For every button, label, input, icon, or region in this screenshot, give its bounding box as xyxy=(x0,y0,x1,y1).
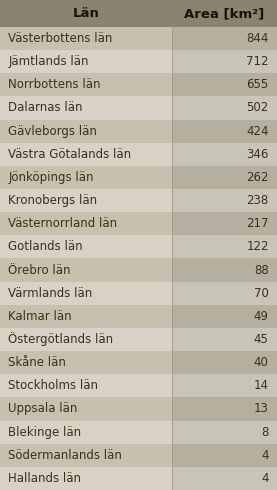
Text: 70: 70 xyxy=(254,287,269,300)
Text: Jönköpings län: Jönköpings län xyxy=(8,171,94,184)
Bar xyxy=(172,305,277,328)
Text: Örebro län: Örebro län xyxy=(8,264,71,276)
Bar xyxy=(0,166,172,189)
Bar xyxy=(172,374,277,397)
Bar xyxy=(172,143,277,166)
Bar xyxy=(172,420,277,444)
Text: Hallands län: Hallands län xyxy=(8,472,81,485)
Text: 40: 40 xyxy=(254,356,269,369)
Bar xyxy=(0,328,172,351)
Bar xyxy=(172,397,277,420)
Bar xyxy=(0,50,172,74)
Text: Area [km²]: Area [km²] xyxy=(184,7,265,20)
Bar xyxy=(172,212,277,235)
Bar xyxy=(172,467,277,490)
Text: Stockholms län: Stockholms län xyxy=(8,379,98,392)
Text: Västerbottens län: Västerbottens län xyxy=(8,32,113,45)
Bar xyxy=(0,282,172,305)
Bar xyxy=(0,420,172,444)
Bar xyxy=(0,397,172,420)
Text: Skåne län: Skåne län xyxy=(8,356,66,369)
Text: 844: 844 xyxy=(246,32,269,45)
Bar xyxy=(172,351,277,374)
Bar xyxy=(0,27,172,50)
Bar xyxy=(0,467,172,490)
Text: Jämtlands län: Jämtlands län xyxy=(8,55,89,68)
Bar xyxy=(0,305,172,328)
Bar xyxy=(0,189,172,212)
Text: 655: 655 xyxy=(247,78,269,91)
Bar xyxy=(172,235,277,259)
Text: Gotlands län: Gotlands län xyxy=(8,241,83,253)
Text: 217: 217 xyxy=(246,217,269,230)
Text: Västernorrland län: Västernorrland län xyxy=(8,217,117,230)
Text: 45: 45 xyxy=(254,333,269,346)
Bar xyxy=(172,120,277,143)
Bar xyxy=(0,259,172,282)
Text: 14: 14 xyxy=(254,379,269,392)
Text: 424: 424 xyxy=(246,124,269,138)
Bar xyxy=(0,0,277,27)
Bar xyxy=(172,50,277,74)
Text: Värmlands län: Värmlands län xyxy=(8,287,93,300)
Bar xyxy=(0,143,172,166)
Text: 262: 262 xyxy=(246,171,269,184)
Text: Uppsala län: Uppsala län xyxy=(8,402,78,416)
Bar xyxy=(172,189,277,212)
Text: 8: 8 xyxy=(261,426,269,439)
Bar xyxy=(172,97,277,120)
Bar xyxy=(172,328,277,351)
Text: 346: 346 xyxy=(246,148,269,161)
Text: 13: 13 xyxy=(254,402,269,416)
Text: Län: Län xyxy=(72,7,99,20)
Text: Södermanlands län: Södermanlands län xyxy=(8,449,122,462)
Text: 238: 238 xyxy=(247,194,269,207)
Bar xyxy=(0,351,172,374)
Bar xyxy=(0,74,172,97)
Bar xyxy=(172,74,277,97)
Text: 502: 502 xyxy=(247,101,269,115)
Text: Gävleborgs län: Gävleborgs län xyxy=(8,124,97,138)
Bar xyxy=(172,259,277,282)
Text: Blekinge län: Blekinge län xyxy=(8,426,81,439)
Text: Kalmar län: Kalmar län xyxy=(8,310,72,323)
Bar xyxy=(0,235,172,259)
Bar xyxy=(172,27,277,50)
Bar xyxy=(172,444,277,467)
Text: 4: 4 xyxy=(261,472,269,485)
Bar xyxy=(172,282,277,305)
Text: Norrbottens län: Norrbottens län xyxy=(8,78,101,91)
Text: 4: 4 xyxy=(261,449,269,462)
Bar xyxy=(172,166,277,189)
Text: 122: 122 xyxy=(246,241,269,253)
Text: Västra Götalands län: Västra Götalands län xyxy=(8,148,131,161)
Text: Östergötlands län: Östergötlands län xyxy=(8,333,114,346)
Text: Kronobergs län: Kronobergs län xyxy=(8,194,98,207)
Bar xyxy=(0,97,172,120)
Text: 49: 49 xyxy=(254,310,269,323)
Bar xyxy=(0,444,172,467)
Bar xyxy=(0,212,172,235)
Text: Dalarnas län: Dalarnas län xyxy=(8,101,83,115)
Bar xyxy=(0,374,172,397)
Text: 88: 88 xyxy=(254,264,269,276)
Text: 712: 712 xyxy=(246,55,269,68)
Bar xyxy=(0,120,172,143)
